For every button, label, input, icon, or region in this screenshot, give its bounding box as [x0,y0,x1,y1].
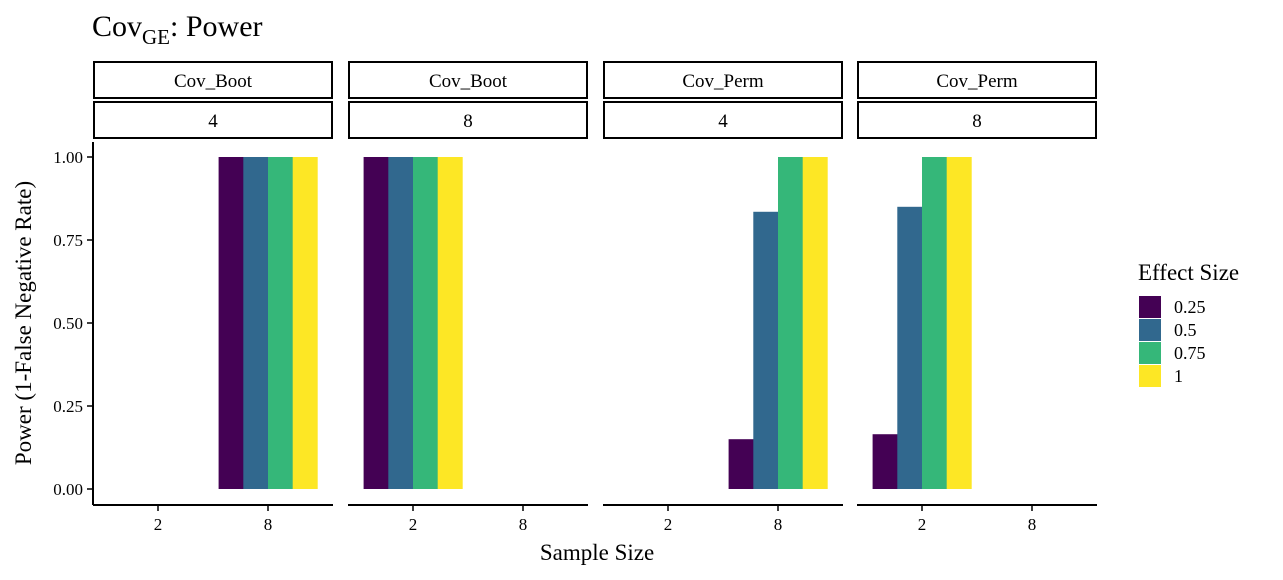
legend-swatch [1139,319,1161,341]
bar [922,157,947,489]
x-tick-label: 2 [409,515,418,534]
y-axis-title: Power (1-False Negative Rate) [11,181,36,465]
x-tick-label: 2 [918,515,927,534]
strip-box-bottom [857,101,1097,139]
chart-title-suffix: : Power [170,10,263,43]
legend-label: 1 [1174,366,1183,386]
strip-label-value: 4 [718,111,728,132]
y-axis: 0.00 0.25 0.50 0.75 1.00 [53,142,94,505]
legend: Effect Size 0.25 0.5 0.75 1 [1138,260,1239,387]
bar [363,157,389,489]
bar [778,157,803,489]
strip-box-top [93,61,333,99]
facet-panel: Cov_Boot 4 2 8 [93,61,333,534]
facet-panel: Cov_Perm 4 2 8 [603,61,843,534]
bar [946,157,972,489]
x-tick-label: 2 [664,515,673,534]
legend-swatch [1139,365,1161,387]
x-axis-title: Sample Size [540,540,654,565]
x-tick-label: 8 [1028,515,1037,534]
legend-label: 0.5 [1174,320,1197,340]
facet-panel: Cov_Boot 8 2 8 [348,61,588,534]
bar [897,206,923,490]
chart-title-subscript: GE [142,25,170,49]
legend-title: Effect Size [1138,260,1239,285]
x-tick-label: 8 [264,515,273,534]
strip-label-value: 8 [463,111,473,132]
strip-label-method: Cov_Perm [936,71,1018,92]
x-tick-label: 8 [774,515,783,534]
strip-label-value: 8 [972,111,982,132]
bar [388,157,414,489]
strip-box-top [603,61,843,99]
strip-box-bottom [93,101,333,139]
bar [437,157,463,489]
strip-label-method: Cov_Boot [174,71,253,92]
strip-box-top [348,61,588,99]
bar [292,157,318,489]
strip-label-method: Cov_Perm [682,71,764,92]
chart-title: CovGE: Power [92,10,263,49]
bar [802,157,828,489]
bar [218,157,244,489]
y-tick-label: 0.25 [53,397,83,416]
legend-label: 0.25 [1174,297,1206,317]
bar [413,157,438,489]
x-tick-label: 8 [519,515,528,534]
y-tick-label: 0.50 [53,314,83,333]
strip-label-value: 4 [208,111,218,132]
strip-box-top [857,61,1097,99]
x-tick-label: 2 [154,515,163,534]
y-tick-label: 0.75 [53,231,83,250]
chart-title-main: Cov [92,10,142,43]
strip-label-method: Cov_Boot [429,71,508,92]
strip-box-bottom [603,101,843,139]
facet-panels: 0.00 0.25 0.50 0.75 1.00 Cov_Boot 4 2 8 Cov_Boot 8… [53,61,1097,534]
strip-box-bottom [348,101,588,139]
legend-swatch [1139,296,1161,318]
y-tick-label: 0.00 [53,480,83,499]
facet-panel: Cov_Perm 8 2 8 [857,61,1097,534]
bar [728,439,754,489]
bar [268,157,293,489]
bar [753,211,779,489]
bar [872,434,898,489]
y-tick-label: 1.00 [53,148,83,167]
legend-label: 0.75 [1174,343,1206,363]
legend-swatch [1139,342,1161,364]
bar [243,157,269,489]
